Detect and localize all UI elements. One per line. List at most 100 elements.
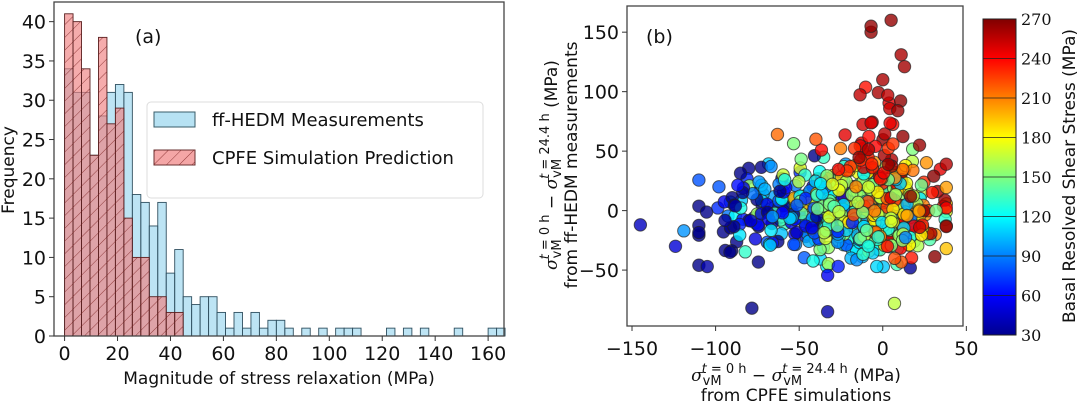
x-tick-label: −150 <box>606 338 658 360</box>
scatter-point <box>825 177 840 192</box>
panel-label-b: (b) <box>646 26 673 48</box>
scatter-point <box>878 127 892 141</box>
scatter-point <box>692 225 706 240</box>
scatter-point <box>852 150 866 165</box>
scatter-point <box>894 48 908 62</box>
scatter-point <box>939 241 953 256</box>
scatter-point <box>728 199 743 213</box>
legend-label-ff-hedm: ff-HEDM Measurements <box>212 110 424 131</box>
scatter-point <box>792 174 806 189</box>
scatter-point <box>865 157 879 171</box>
x-tick-label: 120 <box>364 343 400 365</box>
scatter-point <box>668 239 683 253</box>
scatter-point <box>870 259 884 274</box>
scatter-point <box>786 136 801 151</box>
scatter-point <box>817 225 831 240</box>
scatter-y-label-line1: σvMt = 0 h − σvMt = 24.4 h (MPa) <box>538 60 565 270</box>
histogram-bar-hatch <box>132 257 141 336</box>
colorbar-tick-label: 240 <box>1021 50 1052 69</box>
scatter-point <box>912 204 926 218</box>
scatter-point <box>814 143 829 157</box>
scatter-y-label-line2: from ff-HEDM measurements <box>562 41 582 288</box>
histogram-panel: 0 20 40 60 80 100 120 140 160 0 5 10 15 20 25 30 35 40 (a… <box>0 1 506 389</box>
scatter-point <box>699 205 714 219</box>
scatter-point <box>805 221 819 235</box>
histogram-bar-hatch <box>149 296 158 336</box>
histogram-bar-hatch <box>123 218 133 336</box>
x-tick-label: −50 <box>779 338 819 360</box>
scatter-point <box>777 173 792 187</box>
x-tick-label: 50 <box>954 338 978 360</box>
x-tick-label: 40 <box>158 343 182 365</box>
x-tick-label: 60 <box>211 343 235 365</box>
scatter-point <box>763 238 777 252</box>
scatter-point <box>939 157 953 171</box>
histogram-bar-hatch <box>157 296 167 336</box>
scatter-point <box>898 230 913 245</box>
colorbar-tick-label: 270 <box>1021 10 1052 29</box>
histogram-bar-ff-hedm <box>419 327 430 337</box>
histogram-legend: ff-HEDM Measurements CPFE Simulation Pre… <box>146 101 484 199</box>
colorbar-tick-label: 60 <box>1021 287 1041 306</box>
scatter-point <box>765 209 780 224</box>
scatter-x-axis-label: σvMt = 0 h − σvMt = 24.4 h (MPa) from CP… <box>691 362 901 406</box>
scatter-x-label-line1: σvMt = 0 h − σvMt = 24.4 h (MPa) <box>691 362 901 389</box>
histogram-bar-hatch <box>98 37 107 336</box>
scatter-point <box>692 173 706 187</box>
scatter-point <box>712 180 726 194</box>
histogram-frame <box>53 1 505 337</box>
scatter-points <box>633 13 953 319</box>
histogram-bar-ff-hedm <box>225 327 235 337</box>
histogram-bar-ff-hedm <box>275 319 286 337</box>
scatter-point <box>820 268 835 282</box>
legend-swatch-hatch <box>154 150 195 165</box>
scatter-point <box>751 255 766 269</box>
histogram-bar-ff-hedm <box>284 327 294 337</box>
histogram-bar-hatch <box>81 68 90 337</box>
colorbar-tick-label: 120 <box>1021 208 1052 227</box>
colorbar-label: Basal Resolved Shear Stress (MPa) <box>1060 29 1080 323</box>
scatter-point <box>912 220 927 235</box>
y-tick-label: 150 <box>583 22 619 44</box>
x-tick-label: 20 <box>105 343 129 365</box>
scatter-point <box>871 230 885 244</box>
histogram-bar-ff-hedm <box>386 327 396 337</box>
scatter-point <box>896 162 910 177</box>
scatter-point <box>929 203 943 218</box>
histogram-x-axis-label: Magnitude of stress relaxation (MPa) <box>123 369 434 389</box>
histogram-bar-hatch <box>106 123 116 336</box>
x-tick-label: 100 <box>311 343 347 365</box>
scatter-point <box>903 189 918 204</box>
colorbar-tick-label: 210 <box>1021 89 1052 108</box>
histogram-bar-ff-hedm <box>343 327 354 337</box>
scatter-point <box>794 152 808 166</box>
histogram-bar-hatch <box>174 312 184 336</box>
histogram-bar-ff-hedm <box>233 311 243 337</box>
histogram-bar-ff-hedm <box>250 311 260 337</box>
scatter-x-label-line2: from CPFE simulations <box>701 386 892 406</box>
histogram-bar-hatch <box>140 257 150 336</box>
scatter-point <box>832 205 846 219</box>
scatter-point <box>925 185 939 200</box>
scatter-point <box>900 208 914 223</box>
histogram-bar-hatch <box>166 312 175 336</box>
scatter-point <box>884 13 898 27</box>
scatter-point <box>884 214 898 229</box>
scatter-point <box>809 132 823 146</box>
scatter-point <box>820 305 835 319</box>
y-tick-label: 0 <box>607 201 619 223</box>
x-tick-label: −100 <box>690 338 742 360</box>
scatter-point <box>887 296 902 311</box>
scatter-point <box>914 178 929 192</box>
histogram-bar-hatch <box>73 21 82 336</box>
colorbar-tick-label: 150 <box>1021 168 1052 187</box>
scatter-point <box>677 224 691 238</box>
panel-label-a: (a) <box>135 26 161 48</box>
scatter-point <box>700 259 714 274</box>
scatter-point <box>919 156 934 170</box>
scatter-point <box>738 245 752 259</box>
scatter-point <box>813 176 828 191</box>
histogram-bar-ff-hedm <box>216 311 226 337</box>
scatter-point <box>787 237 801 252</box>
scatter-point <box>867 204 882 218</box>
